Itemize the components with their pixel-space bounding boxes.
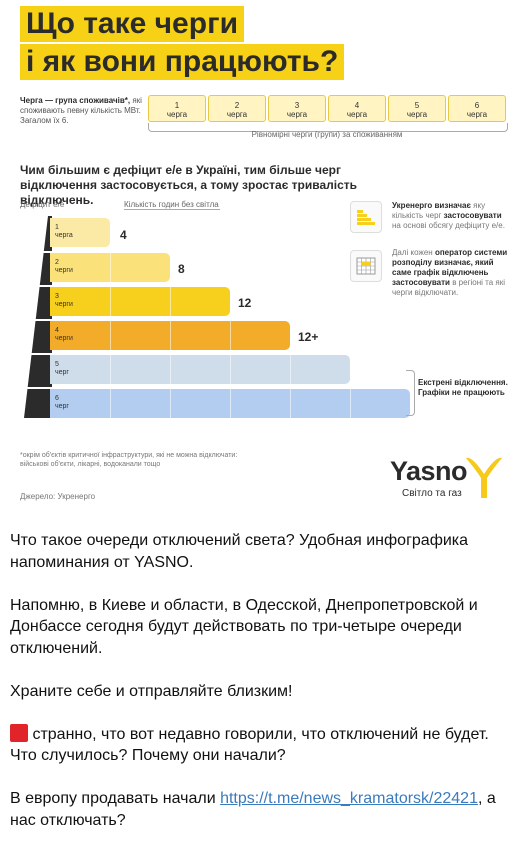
bar-gridline: [230, 321, 231, 350]
bar-label: черги: [55, 301, 73, 308]
bar-label: черг: [55, 403, 69, 410]
bar-label: черги: [55, 267, 73, 274]
queues-brace: [148, 123, 508, 132]
queues-caption: Рівномірні черги (групи) за споживанням: [251, 130, 403, 139]
infographic-title-line-2: і як вони працюють?: [20, 44, 345, 80]
bar-gridline: [110, 389, 111, 418]
infographic-title-line-1: Що таке черги: [20, 6, 245, 42]
queue-box-number: 4: [354, 101, 360, 110]
deficit-staircase: [20, 216, 52, 418]
bar-number: 5: [55, 361, 59, 368]
bar-queue-6: 6 черг: [50, 389, 410, 418]
axis-deficit-label: Дефіцит е/е: [20, 200, 65, 209]
queue-box-number: 1: [174, 101, 180, 110]
infographic-image[interactable]: Що таке черги і як вони працюють? Черга …: [0, 0, 528, 520]
bar-hours-2: 8: [178, 262, 185, 276]
post-paragraph-5-pre: В европу продавать начали: [10, 790, 221, 807]
red-square-icon: [10, 723, 28, 742]
yasno-logo-subtitle: Світло та газ: [402, 488, 462, 499]
bar-number: 3: [55, 293, 59, 300]
queue-box-4: 4 черга: [328, 95, 386, 122]
post-paragraph-2: Напомню, в Киеве и области, в Одесской, …: [10, 596, 478, 657]
queue-definition: Черга — група споживачів*, які споживают…: [20, 96, 150, 126]
queue-box-number: 5: [414, 101, 420, 110]
queue-box-number: 2: [234, 101, 240, 110]
bar-queue-3: 3 черги: [50, 287, 230, 316]
post-paragraph-4: странно, что вот недавно говорили, что о…: [10, 723, 518, 767]
infographic-footnote: *окрім об'єктів критичної інфраструктури…: [20, 452, 238, 468]
post-paragraph-4-text: странно, что вот недавно говорили, что о…: [10, 725, 489, 765]
bar-hours-4: 12+: [298, 330, 319, 344]
queue-definition-bold: Черга — група споживачів*,: [20, 96, 131, 105]
side-note-text: на основі обсягу дефіциту е/е.: [392, 221, 505, 230]
queue-box-2: 2 черга: [208, 95, 266, 122]
bar-gridline: [290, 355, 291, 384]
bar-gridline: [110, 355, 111, 384]
yasno-logo-text: Yasno: [390, 456, 468, 486]
post-paragraph-3: Храните себе и отправляйте близким!: [10, 682, 293, 700]
side-note-ukrenergo: Укренерго визначає яку кількість черг за…: [392, 201, 512, 231]
bar-gridline: [170, 355, 171, 384]
queue-box-label: черга: [226, 110, 248, 119]
bar-label: черга: [55, 232, 73, 239]
queue-box-label: черга: [346, 110, 368, 119]
side-note-text: та які черги відключати.: [392, 278, 506, 297]
post-paragraph-5: В европу продавать начали https://t.me/n…: [10, 788, 518, 831]
bar-gridline: [110, 287, 111, 316]
post-paragraph-5-post: , а нас отключать?: [10, 790, 496, 829]
side-note-operator: Далі кожен оператор системи розподілу ви…: [392, 248, 512, 298]
side-note-bold: Укренерго визначає: [392, 201, 471, 210]
infographic-headline: Чим більшим є дефіцит е/е в Україні, тим…: [20, 163, 358, 207]
bar-gridline: [230, 389, 231, 418]
bar-queue-2: 2 черги: [50, 253, 170, 282]
queue-box-number: 3: [294, 101, 300, 110]
bar-number: 1: [55, 224, 59, 231]
bar-hours-3: 12: [238, 296, 252, 310]
bar-gridline: [230, 355, 231, 384]
queue-box-5: 5 черга: [388, 95, 446, 122]
side-note-text: в регіоні: [452, 278, 483, 287]
side-note-text: яку кількість черг: [392, 201, 486, 220]
queue-definition-text: які споживають певну кількість МВт. Зага…: [20, 96, 142, 125]
bar-gridline: [170, 389, 171, 418]
queue-box-number: 6: [474, 101, 480, 110]
yasno-logo-icon: [466, 457, 502, 498]
queue-box-label: черга: [466, 110, 488, 119]
bar-number: 6: [55, 395, 59, 402]
bar-gridline: [350, 389, 351, 418]
queue-box-label: черга: [406, 110, 428, 119]
bar-hours-1: 4: [120, 228, 127, 242]
bar-queue-1: 1 черга: [50, 218, 110, 247]
bar-gridline: [170, 321, 171, 350]
side-note-text: Далі кожен: [392, 248, 433, 257]
bar-gridline: [110, 253, 111, 282]
side-note-bold: оператор системи розподілу визначає, яки…: [392, 248, 508, 287]
bar-label: черг: [55, 369, 69, 376]
bar-gridline: [170, 287, 171, 316]
axis-hours-line: [124, 209, 220, 210]
queue-box-label: черга: [286, 110, 308, 119]
infographic-source: Джерело: Укренерго: [20, 492, 96, 501]
emergency-brace: [406, 370, 415, 416]
emergency-note: Екстрені відключення. Графіки не працюют…: [418, 378, 508, 397]
bar-gridline: [290, 389, 291, 418]
bar-label: черги: [55, 335, 73, 342]
news-link[interactable]: https://t.me/news_kramatorsk/22421: [220, 790, 478, 807]
queue-box-3: 3 черга: [268, 95, 326, 122]
side-note-bold: застосовувати: [443, 211, 502, 220]
post-text: Что такое очереди отключений света? Удоб…: [10, 530, 518, 831]
bar-chart-icon: [350, 201, 382, 233]
axis-hours-label: Кількість годин без світла: [124, 200, 219, 209]
post-paragraph-1: Что такое очереди отключений света? Удоб…: [10, 532, 469, 571]
schedule-grid-icon: [350, 250, 382, 282]
bar-number: 2: [55, 259, 59, 266]
queue-box-label: черга: [166, 110, 188, 119]
queue-box-6: 6 черга: [448, 95, 506, 122]
bar-gridline: [110, 321, 111, 350]
queue-box-1: 1 черга: [148, 95, 206, 122]
bar-number: 4: [55, 327, 59, 334]
bar-queue-4: 4 черги: [50, 321, 290, 350]
bar-queue-5: 5 черг: [50, 355, 350, 384]
